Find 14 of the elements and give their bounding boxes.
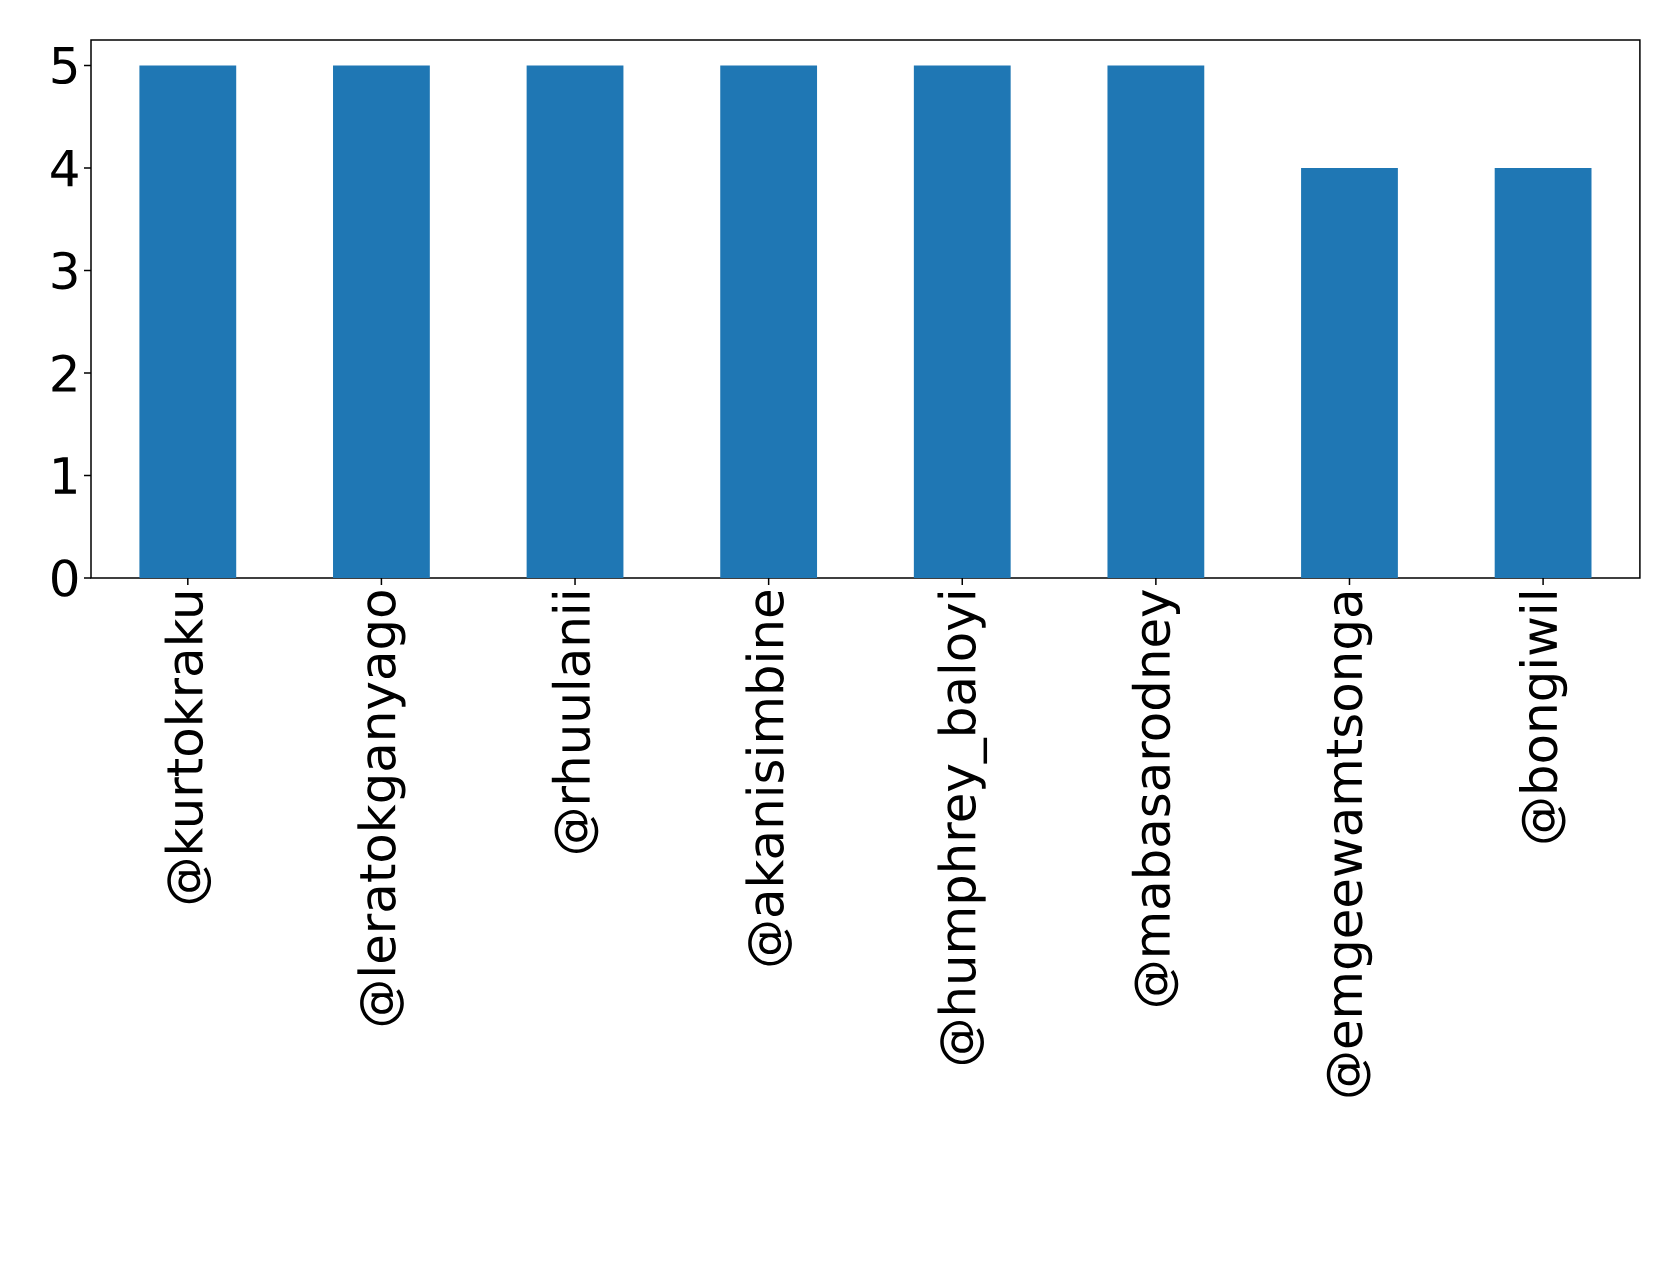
x-tick-label: @emgeewamtsonga [1326,593,1373,1097]
x-tick-label: @mabasarodney [1131,589,1180,1006]
y-tick-label: 1 [54,457,76,494]
x-tick-label: @bongiwil [1518,593,1568,843]
x-tick-label: @akanisimbine [745,591,792,966]
y-tick-label: 5 [52,47,77,85]
y-tick-label: 2 [52,354,76,392]
x-tick-label: @kurtokraku [164,593,212,904]
y-tick-label: 0 [52,559,78,597]
x-tick-label: @rhuulanii [551,593,599,853]
x-tick-label: @leratokganyago [357,591,406,1026]
y-tick-label: 4 [51,149,78,187]
y-tick-label: 3 [52,251,77,290]
x-tick-label: @humphrey_baloyi [937,593,988,1065]
